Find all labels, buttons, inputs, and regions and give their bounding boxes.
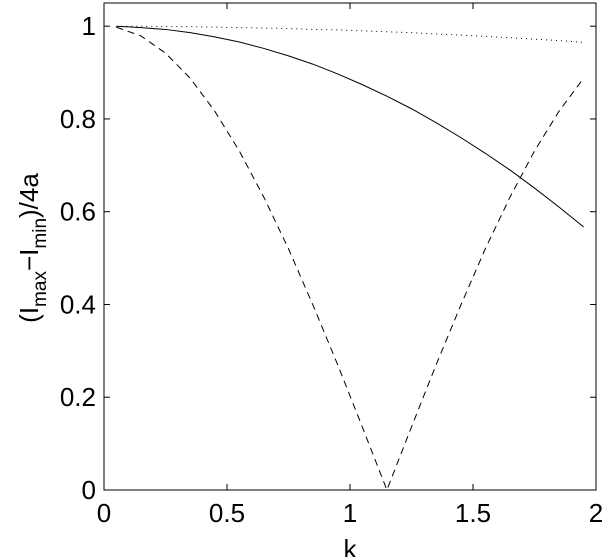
y-tick-label: 0.4 <box>60 289 96 319</box>
y-tick-label: 0 <box>82 475 96 505</box>
y-label-part: (I <box>14 307 44 323</box>
y-axis-label: (Imax−Imin)/4a <box>14 173 51 323</box>
y-tick-label: 0.2 <box>60 382 96 412</box>
x-tick-label: 0 <box>97 498 111 528</box>
data-line <box>116 25 584 43</box>
x-tick-label: 1 <box>343 498 357 528</box>
x-tick-label: 0.5 <box>209 498 245 528</box>
y-label-sub: max <box>30 271 51 307</box>
y-label-sub: min <box>30 218 51 249</box>
data-line <box>116 26 585 492</box>
y-label-part: −I <box>14 249 44 271</box>
y-tick-label: 0.8 <box>60 104 96 134</box>
x-axis-label: k <box>344 534 358 557</box>
y-tick-label: 1 <box>82 11 96 41</box>
plot-frame <box>103 2 597 491</box>
y-tick-label: 0.6 <box>60 197 96 227</box>
x-tick-label: 1.5 <box>455 498 491 528</box>
y-label-part: )/4a <box>14 173 44 218</box>
x-tick-label: 2 <box>589 498 603 528</box>
data-line <box>116 25 585 228</box>
